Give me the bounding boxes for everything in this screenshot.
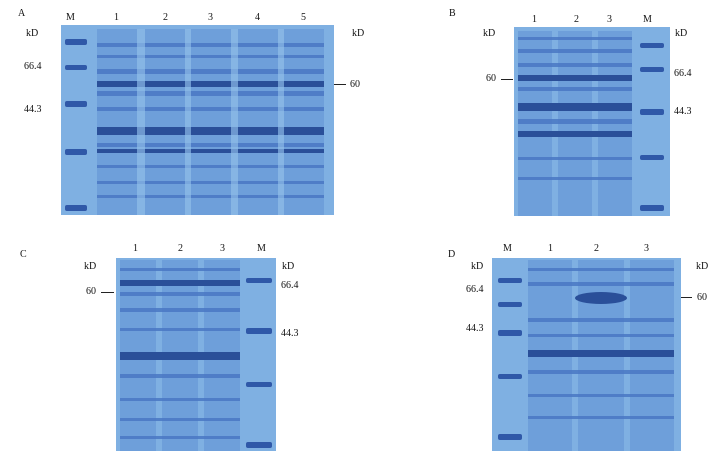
panel-c-target-label: 60 (86, 286, 96, 297)
panel-a-unit-left: kD (26, 28, 39, 39)
panel-d-marker-66-4: 66.4 (466, 284, 484, 295)
panel-a-marker-44-3: 44.3 (24, 104, 42, 115)
panel-d-marker-44-3: 44.3 (466, 323, 484, 334)
panel-b-lane-3-label: 3 (607, 14, 612, 25)
panel-a-target-label: 60 (350, 79, 360, 90)
panel-d-letter: D (448, 249, 456, 260)
panel-b-gel (514, 27, 670, 216)
panel-d-unit-right: kD (696, 261, 709, 272)
panel-d-target-tick (680, 297, 692, 298)
panel-c-lane-1-label: 1 (133, 243, 138, 254)
panel-a-gel-image (61, 25, 334, 215)
panel-b-target-tick (501, 79, 513, 80)
panel-d-gel (492, 258, 681, 451)
panel-d-lane-3-label: 3 (644, 243, 649, 254)
panel-a-marker-66-4: 66.4 (24, 61, 42, 72)
panel-c-lane-m-label: M (257, 243, 266, 254)
panel-b-unit-right: kD (675, 28, 688, 39)
panel-c-unit-right: kD (282, 261, 295, 272)
panel-a-unit-right: kD (352, 28, 365, 39)
panel-d-lane-m-label: M (503, 243, 512, 254)
panel-b-lane-2-label: 2 (574, 14, 579, 25)
panel-d-unit-left: kD (471, 261, 484, 272)
panel-c-lane-3-label: 3 (220, 243, 225, 254)
panel-c-marker-66-4: 66.4 (281, 280, 299, 291)
panel-b-marker-44-3: 44.3 (674, 106, 692, 117)
panel-a-lane-m-label: M (66, 12, 75, 23)
panel-a-lane-3-label: 3 (208, 12, 213, 23)
panel-b-gel-image (514, 27, 670, 216)
panel-c-unit-left: kD (84, 261, 97, 272)
panel-d-lane-1-label: 1 (548, 243, 553, 254)
panel-a-target-tick (334, 84, 346, 85)
panel-a-lane-4-label: 4 (255, 12, 260, 23)
panel-a-letter: A (18, 8, 26, 19)
panel-c-target-tick (101, 292, 114, 293)
panel-b-target-label: 60 (486, 73, 496, 84)
panel-b-letter: B (449, 8, 456, 19)
panel-c-gel (116, 258, 276, 451)
panel-b-unit-left: kD (483, 28, 496, 39)
panel-a-lane-1-label: 1 (114, 12, 119, 23)
panel-a-lane-2-label: 2 (163, 12, 168, 23)
panel-d-gel-image (492, 258, 681, 451)
panel-c-marker-44-3: 44.3 (281, 328, 299, 339)
panel-c-lane-2-label: 2 (178, 243, 183, 254)
panel-b-marker-66-4: 66.4 (674, 68, 692, 79)
panel-c-letter: C (20, 249, 27, 260)
panel-a-gel (61, 25, 334, 215)
panel-a-lane-5-label: 5 (301, 12, 306, 23)
panel-c-gel-image (116, 258, 276, 451)
panel-d-lane-2-label: 2 (594, 243, 599, 254)
panel-d-target-label: 60 (697, 292, 707, 303)
panel-b-lane-1-label: 1 (532, 14, 537, 25)
panel-b-lane-m-label: M (643, 14, 652, 25)
